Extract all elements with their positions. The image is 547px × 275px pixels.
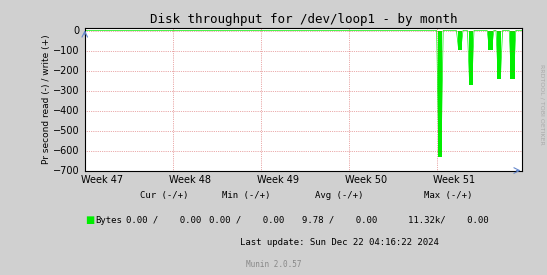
Title: Disk throughput for /dev/loop1 - by month: Disk throughput for /dev/loop1 - by mont… (150, 13, 457, 26)
Text: Bytes: Bytes (96, 216, 123, 225)
Text: 9.78 /    0.00: 9.78 / 0.00 (301, 216, 377, 225)
Text: 0.00 /    0.00: 0.00 / 0.00 (208, 216, 284, 225)
Y-axis label: Pr second read (-) / write (+): Pr second read (-) / write (+) (42, 34, 50, 164)
Text: Avg (-/+): Avg (-/+) (315, 191, 363, 200)
Text: RRDTOOL / TOBI OETIKER: RRDTOOL / TOBI OETIKER (539, 64, 544, 145)
Text: 11.32k/    0.00: 11.32k/ 0.00 (408, 216, 489, 225)
Text: 0.00 /    0.00: 0.00 / 0.00 (126, 216, 202, 225)
Text: Munin 2.0.57: Munin 2.0.57 (246, 260, 301, 269)
Text: Cur (-/+): Cur (-/+) (140, 191, 188, 200)
Text: Min (-/+): Min (-/+) (222, 191, 270, 200)
Text: ■: ■ (85, 215, 94, 225)
Text: Last update: Sun Dec 22 04:16:22 2024: Last update: Sun Dec 22 04:16:22 2024 (240, 238, 439, 247)
Text: Max (-/+): Max (-/+) (424, 191, 473, 200)
